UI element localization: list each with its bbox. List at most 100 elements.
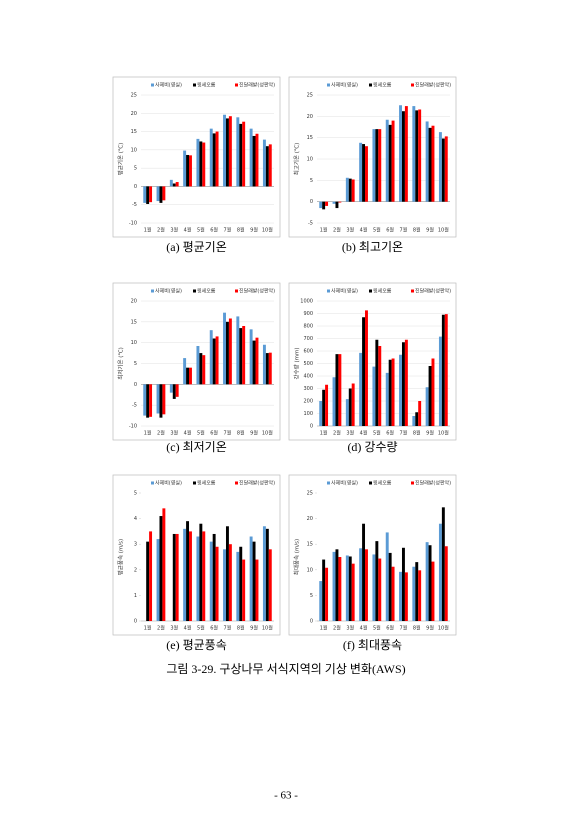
bar (156, 186, 160, 202)
bar (202, 531, 206, 621)
y-tick-label: 400 (303, 374, 313, 380)
bar (212, 133, 216, 187)
bar (212, 338, 216, 385)
legend-label: 윗세오름 (197, 288, 216, 295)
figure-caption: 그림 3-29. 구상나무 서식지역의 기상 변화(AWS) (166, 662, 405, 676)
bar (399, 105, 402, 202)
x-tick-label: 3월 (346, 625, 354, 632)
y-tick-label: 0 (310, 424, 313, 430)
bar (183, 358, 187, 385)
x-tick-label: 9월 (250, 625, 258, 632)
y-tick-label: 15 (131, 319, 137, 325)
bar (438, 132, 442, 202)
bar (209, 330, 213, 385)
bar (186, 367, 190, 385)
legend-swatch (369, 83, 372, 87)
x-tick-label: 2월 (333, 227, 341, 234)
y-tick-label: 25 (131, 93, 137, 99)
y-axis-label: 최고기온 (℃) (293, 143, 301, 175)
x-tick-label: 7월 (224, 430, 232, 437)
bar (345, 555, 349, 621)
bar (223, 312, 226, 385)
y-tick-label: -10 (129, 424, 137, 430)
x-tick-label: 1월 (320, 625, 328, 632)
y-tick-label: 0 (310, 199, 313, 205)
legend-label: 윗세오름 (373, 82, 392, 89)
bar (444, 314, 448, 426)
bar (252, 135, 256, 187)
y-tick-label: 25 (307, 93, 313, 99)
x-tick-label: 4월 (184, 227, 192, 234)
bar (183, 150, 187, 187)
bar (428, 545, 432, 621)
y-tick-label: -10 (129, 221, 137, 227)
legend-label: 진달래밭(성판악) (415, 82, 451, 89)
y-tick-label: 0 (310, 619, 313, 625)
bar (172, 384, 176, 399)
legend-swatch (151, 289, 154, 293)
bar (223, 114, 226, 187)
bar (399, 354, 402, 426)
bar (348, 556, 352, 621)
bar (431, 125, 435, 202)
bar (159, 186, 163, 203)
bar (378, 346, 382, 426)
bar (199, 523, 203, 621)
bar (249, 128, 253, 187)
legend-label: 사제비(영실) (331, 288, 358, 295)
bar (262, 139, 266, 187)
bar (385, 532, 389, 621)
x-tick-label: 5월 (197, 227, 205, 234)
legend-swatch (193, 481, 196, 485)
bar (401, 547, 405, 621)
bar (322, 389, 326, 426)
bar (415, 412, 419, 426)
x-tick-label: 3월 (170, 625, 178, 632)
x-tick-label: 10월 (438, 625, 449, 632)
bar (262, 344, 266, 385)
y-tick-label: 0 (134, 382, 137, 388)
y-tick-label: 15 (307, 542, 313, 548)
bar (401, 111, 405, 202)
bar (438, 336, 442, 426)
x-tick-label: 4월 (184, 430, 192, 437)
legend-label: 진달래밭(성판악) (415, 288, 451, 295)
x-tick-label: 2월 (333, 430, 341, 437)
bar (378, 129, 382, 202)
y-tick-label: 10 (131, 147, 137, 153)
y-tick-label: 0 (134, 184, 137, 190)
bar (146, 541, 150, 621)
legend-swatch (235, 481, 238, 485)
bar (375, 129, 379, 202)
bar (239, 328, 243, 385)
x-tick-label: 9월 (426, 430, 434, 437)
bar (431, 561, 435, 621)
bar (162, 186, 166, 201)
legend-label: 진달래밭(성판악) (415, 480, 451, 487)
bar (388, 552, 392, 621)
legend-swatch (327, 83, 330, 87)
x-tick-label: 7월 (224, 625, 232, 632)
bar (268, 549, 272, 621)
x-tick-label: 6월 (386, 430, 394, 437)
y-tick-label: 10 (307, 567, 313, 573)
x-tick-label: 10월 (438, 227, 449, 234)
bar (252, 340, 256, 385)
legend-label: 사제비(영실) (155, 480, 182, 487)
y-axis-label: 강수량 (mm) (294, 348, 301, 380)
bar (404, 572, 408, 621)
x-tick-label: 6월 (210, 430, 218, 437)
x-tick-label: 8월 (413, 227, 421, 234)
x-tick-label: 10월 (438, 430, 449, 437)
bar (362, 317, 366, 426)
bar (332, 201, 336, 204)
bar (146, 384, 150, 418)
bar (348, 388, 352, 426)
bar (159, 516, 163, 621)
legend-label: 사제비(영실) (331, 82, 358, 89)
bar (372, 366, 376, 426)
x-tick-label: 10월 (262, 625, 273, 632)
bar (362, 523, 366, 621)
bar (162, 384, 166, 415)
y-tick-label: 1000 (300, 299, 313, 305)
